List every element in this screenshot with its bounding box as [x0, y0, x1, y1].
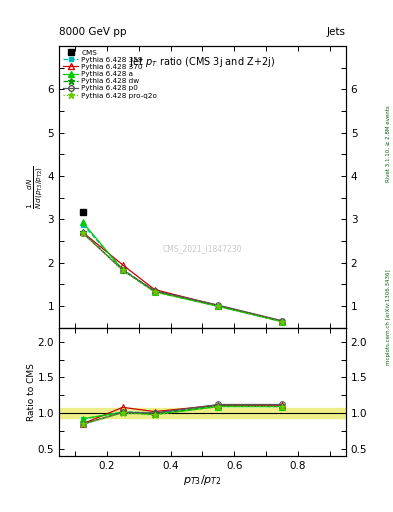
Y-axis label: Ratio to CMS: Ratio to CMS — [27, 362, 36, 421]
Bar — [59, 408, 346, 418]
Text: Rivet 3.1.10, ≥ 2.8M events: Rivet 3.1.10, ≥ 2.8M events — [386, 105, 391, 182]
Text: mcplots.cern.ch [arXiv:1306.3436]: mcplots.cern.ch [arXiv:1306.3436] — [386, 270, 391, 365]
Text: CMS_2021_I1847230: CMS_2021_I1847230 — [163, 244, 242, 253]
Text: 8000 GeV pp: 8000 GeV pp — [59, 27, 127, 37]
Text: Jet $p_{T}$ ratio (CMS 3j and Z+2j): Jet $p_{T}$ ratio (CMS 3j and Z+2j) — [129, 55, 275, 69]
Legend: CMS, Pythia 6.428 359, Pythia 6.428 370, Pythia 6.428 a, Pythia 6.428 dw, Pythia: CMS, Pythia 6.428 359, Pythia 6.428 370,… — [61, 48, 159, 100]
Y-axis label: $\frac{1}{N}\frac{dN}{d(p_{T3}/p_{T2})}$: $\frac{1}{N}\frac{dN}{d(p_{T3}/p_{T2})}$ — [26, 165, 46, 209]
X-axis label: $p_{T3}/p_{T2}$: $p_{T3}/p_{T2}$ — [183, 473, 222, 487]
Text: Jets: Jets — [327, 27, 346, 37]
